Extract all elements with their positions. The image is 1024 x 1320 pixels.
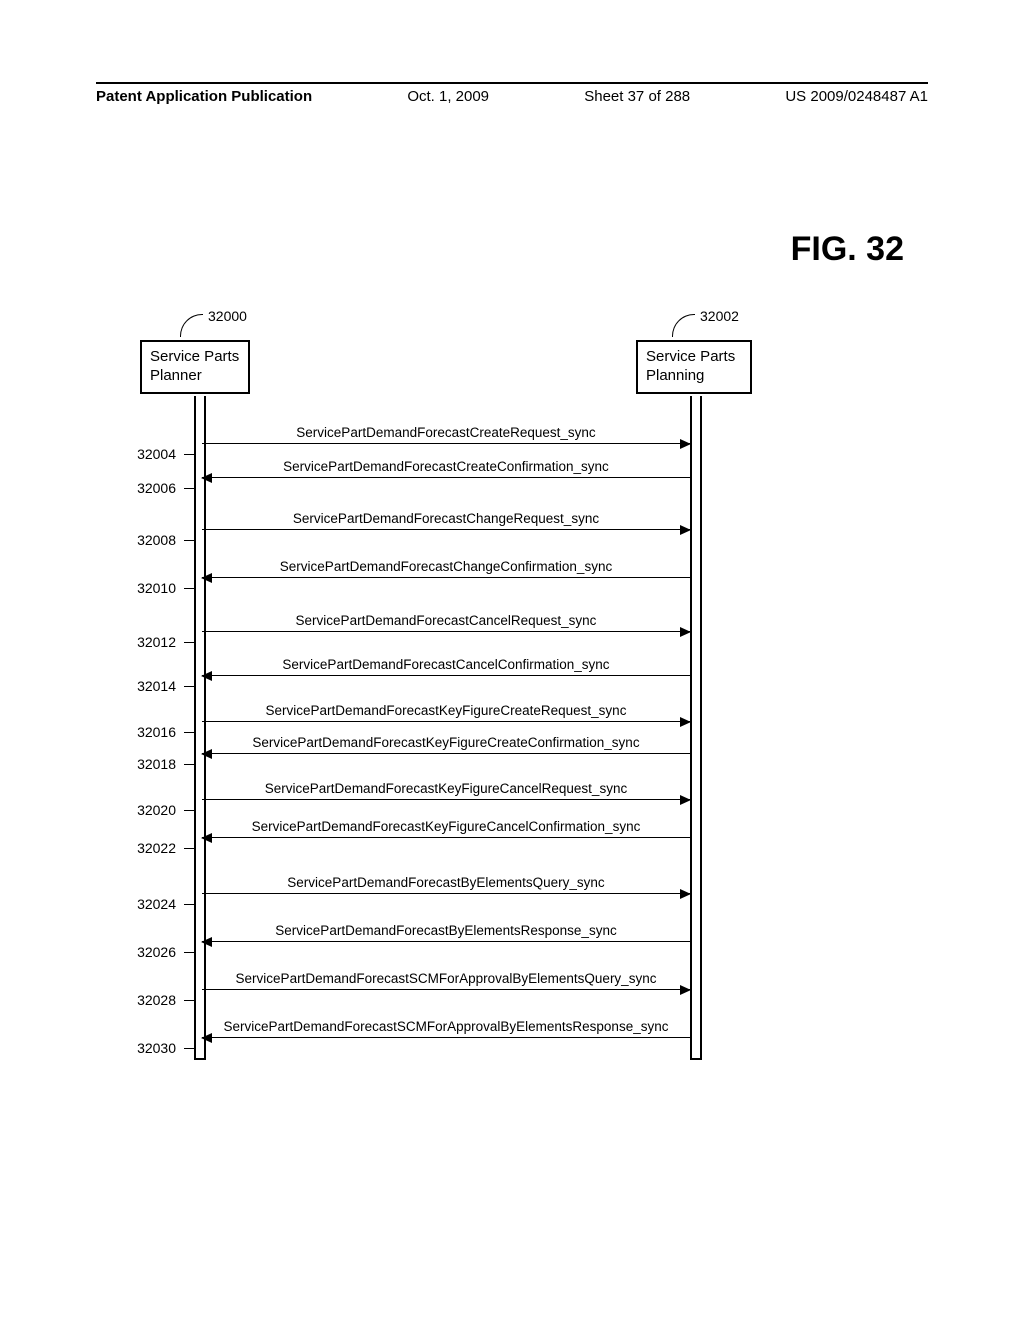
actor-left-line2: Planner [150, 367, 202, 384]
ref-number: 32006 [126, 480, 176, 496]
message-line [202, 893, 690, 894]
message-row: ServicePartDemandForecastChangeRequest_s… [202, 492, 690, 530]
arrow-left-icon [201, 833, 212, 843]
message-row: ServicePartDemandForecastCancelConfirmat… [202, 638, 690, 676]
ref-tick [184, 848, 194, 849]
ref-tick [184, 642, 194, 643]
message-label: ServicePartDemandForecastKeyFigureCreate… [202, 735, 690, 750]
arrow-right-icon [680, 525, 691, 535]
ref-left-box: 32000 [208, 308, 247, 324]
actor-box-left: Service Parts Planner [140, 340, 250, 394]
message-label: ServicePartDemandForecastChangeRequest_s… [202, 511, 690, 526]
arrow-left-icon [201, 671, 212, 681]
ref-curve-icon [672, 314, 695, 337]
ref-tick [184, 732, 194, 733]
message-row: ServicePartDemandForecastSCMForApprovalB… [202, 1000, 690, 1038]
ref-number: 32022 [126, 840, 176, 856]
ref-right-box: 32002 [700, 308, 739, 324]
ref-tick [184, 454, 194, 455]
message-row: ServicePartDemandForecastKeyFigureCreate… [202, 716, 690, 754]
message-row: ServicePartDemandForecastKeyFigureCancel… [202, 800, 690, 838]
ref-number: 32018 [126, 756, 176, 772]
header-publication: Patent Application Publication [96, 88, 312, 105]
message-row: ServicePartDemandForecastSCMForApprovalB… [202, 952, 690, 990]
message-label: ServicePartDemandForecastByElementsRespo… [202, 923, 690, 938]
ref-number: 32024 [126, 896, 176, 912]
figure-title: FIG. 32 [791, 230, 904, 269]
page-header: Patent Application Publication Oct. 1, 2… [96, 82, 928, 105]
arrow-right-icon [680, 985, 691, 995]
message-line [202, 577, 690, 578]
arrow-left-icon [201, 573, 212, 583]
message-line [202, 631, 690, 632]
header-sheet: Sheet 37 of 288 [584, 88, 690, 105]
header-pubno: US 2009/0248487 A1 [785, 88, 928, 105]
ref-number: 32004 [126, 446, 176, 462]
header-date: Oct. 1, 2009 [407, 88, 489, 105]
message-line [202, 941, 690, 942]
arrow-right-icon [680, 627, 691, 637]
message-label: ServicePartDemandForecastCreateConfirmat… [202, 459, 690, 474]
ref-number: 32008 [126, 532, 176, 548]
arrow-left-icon [201, 1033, 212, 1043]
arrow-left-icon [201, 473, 212, 483]
ref-number: 32014 [126, 678, 176, 694]
message-row: ServicePartDemandForecastChangeConfirmat… [202, 540, 690, 578]
ref-number: 32020 [126, 802, 176, 818]
message-label: ServicePartDemandForecastCreateRequest_s… [202, 425, 690, 440]
message-row: ServicePartDemandForecastCreateRequest_s… [202, 406, 690, 444]
sequence-diagram: Service Parts Planner 32000 Service Part… [130, 300, 850, 1080]
message-label: ServicePartDemandForecastCancelConfirmat… [202, 657, 690, 672]
arrow-left-icon [201, 937, 212, 947]
message-row: ServicePartDemandForecastKeyFigureCancel… [202, 762, 690, 800]
ref-tick [184, 810, 194, 811]
ref-tick [184, 488, 194, 489]
message-label: ServicePartDemandForecastCancelRequest_s… [202, 613, 690, 628]
actor-right-line1: Service Parts [646, 348, 735, 365]
message-row: ServicePartDemandForecastCancelRequest_s… [202, 594, 690, 632]
message-line [202, 529, 690, 530]
ref-tick [184, 764, 194, 765]
message-label: ServicePartDemandForecastKeyFigureCancel… [202, 819, 690, 834]
message-label: ServicePartDemandForecastByElementsQuery… [202, 875, 690, 890]
ref-tick [184, 904, 194, 905]
message-label: ServicePartDemandForecastSCMForApprovalB… [202, 1019, 690, 1034]
ref-curve-icon [180, 314, 203, 337]
ref-tick [184, 540, 194, 541]
actor-box-right: Service Parts Planning [636, 340, 752, 394]
ref-tick [184, 686, 194, 687]
ref-number: 32016 [126, 724, 176, 740]
ref-tick [184, 1000, 194, 1001]
message-row: ServicePartDemandForecastByElementsRespo… [202, 904, 690, 942]
ref-number: 32030 [126, 1040, 176, 1056]
ref-tick [184, 1048, 194, 1049]
message-row: ServicePartDemandForecastCreateConfirmat… [202, 440, 690, 478]
message-line [202, 1037, 690, 1038]
message-line [202, 837, 690, 838]
ref-number: 32010 [126, 580, 176, 596]
message-line [202, 753, 690, 754]
ref-number: 32026 [126, 944, 176, 960]
page: Patent Application Publication Oct. 1, 2… [0, 0, 1024, 1320]
ref-tick [184, 588, 194, 589]
message-line [202, 989, 690, 990]
actor-right-line2: Planning [646, 367, 704, 384]
ref-number: 32028 [126, 992, 176, 1008]
message-line [202, 477, 690, 478]
ref-number: 32012 [126, 634, 176, 650]
message-label: ServicePartDemandForecastKeyFigureCancel… [202, 781, 690, 796]
lifeline-right [690, 396, 702, 1060]
message-row: ServicePartDemandForecastByElementsQuery… [202, 856, 690, 894]
message-line [202, 675, 690, 676]
actor-left-line1: Service Parts [150, 348, 239, 365]
message-label: ServicePartDemandForecastChangeConfirmat… [202, 559, 690, 574]
message-label: ServicePartDemandForecastSCMForApprovalB… [202, 971, 690, 986]
arrow-right-icon [680, 889, 691, 899]
ref-tick [184, 952, 194, 953]
arrow-left-icon [201, 749, 212, 759]
